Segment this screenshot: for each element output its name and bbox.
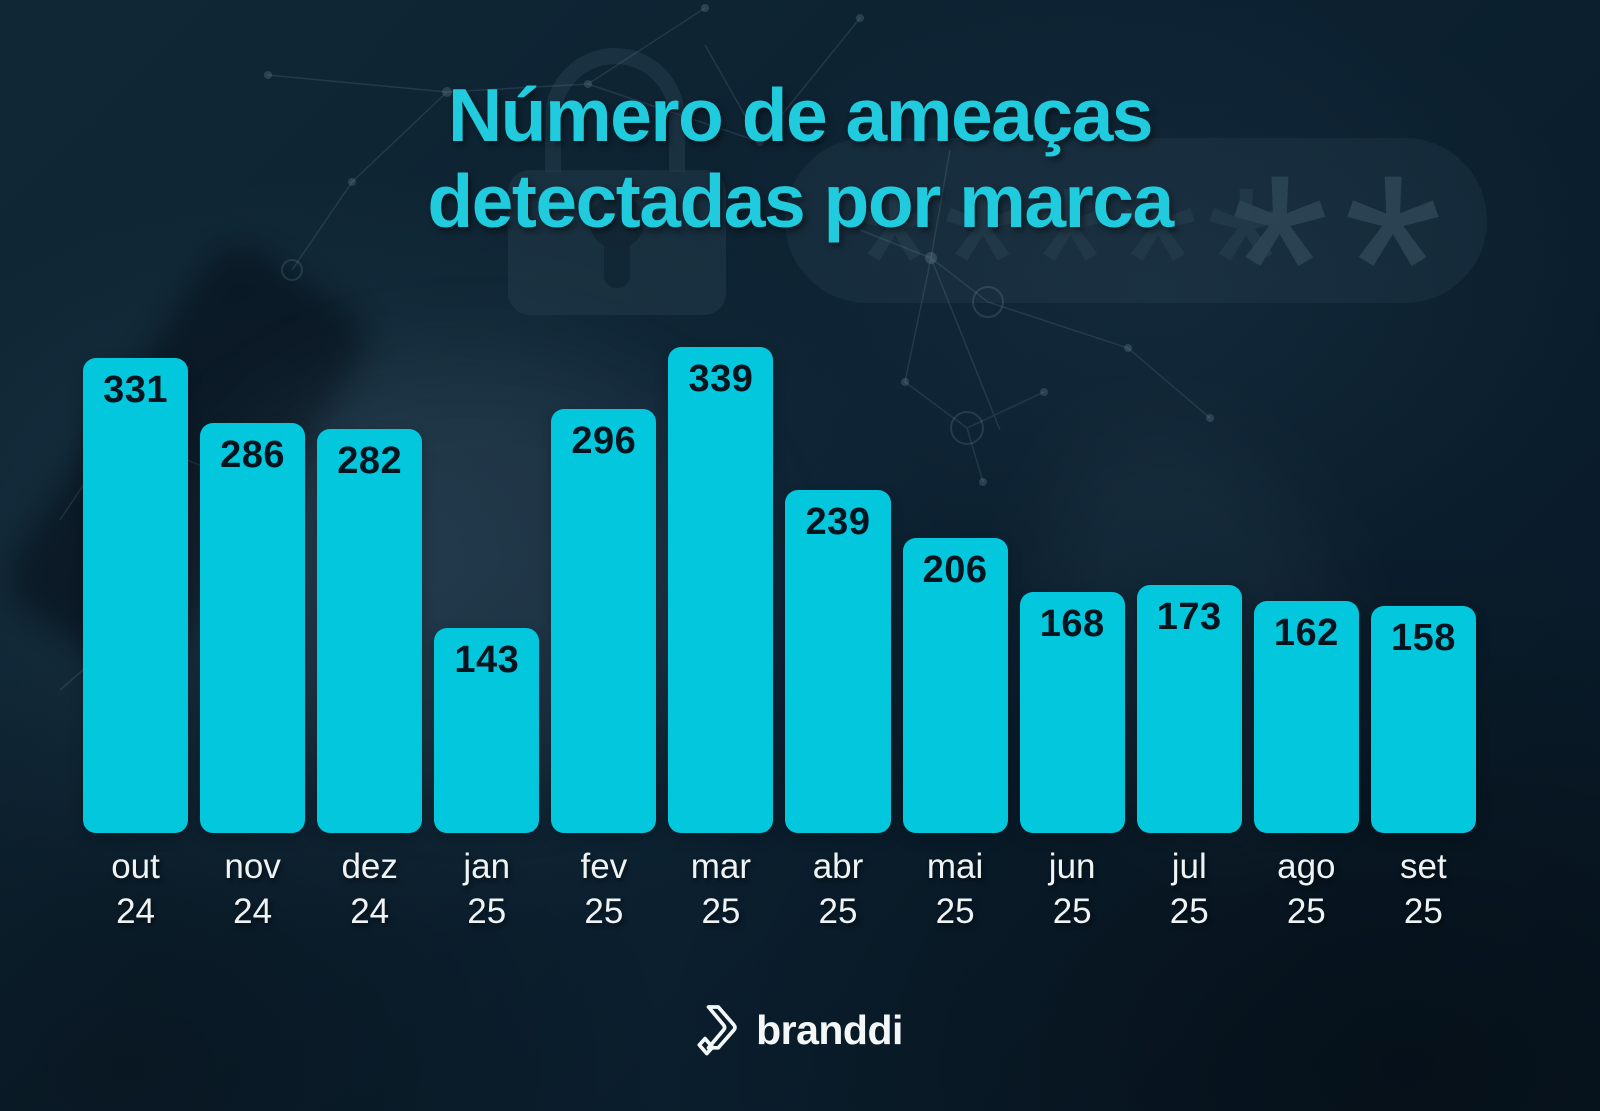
password-field-pill [785, 138, 1487, 303]
bar-value-label: 296 [571, 420, 637, 462]
x-axis-label: abr 25 [785, 845, 890, 935]
x-label-year: 24 [350, 891, 390, 931]
x-label-year: 25 [1403, 891, 1443, 931]
x-label-month: fev [580, 847, 628, 886]
bar-value-label: 162 [1273, 612, 1339, 654]
bar: 158 [1370, 606, 1476, 833]
page-title-line1: Número de ameaças [447, 73, 1154, 157]
bar-column: 143 jan 25 [434, 628, 540, 935]
bar-column: 339 mar 25 [668, 347, 774, 935]
bar-column: 296 fev 25 [551, 409, 657, 935]
x-axis-label: fev 25 [551, 845, 656, 935]
bar-value-label: 239 [805, 501, 871, 543]
x-label-month: dez [341, 847, 398, 886]
x-label-month: mar [690, 847, 752, 886]
x-label-year: 25 [1052, 891, 1092, 931]
bar-column: 173 jul 25 [1136, 585, 1242, 935]
x-label-year: 24 [116, 891, 155, 931]
bar-value-label: 168 [1039, 603, 1105, 645]
bar-column: 162 ago 25 [1253, 601, 1359, 935]
password-asterisks-small: ***** [855, 145, 1294, 374]
x-axis-label: dez 24 [317, 845, 422, 935]
bar-value-label: 173 [1156, 596, 1222, 638]
bar: 173 [1136, 585, 1242, 833]
x-label-month: ago [1277, 847, 1336, 886]
x-label-month: mai [926, 847, 984, 886]
padlock-icon [508, 48, 726, 315]
x-label-month: set [1400, 847, 1447, 886]
x-label-month: out [111, 847, 160, 886]
x-axis-label: jan 25 [434, 845, 539, 935]
bar: 282 [317, 429, 423, 833]
x-label-month: nov [224, 847, 281, 886]
bar-column: 286 nov 24 [200, 423, 306, 935]
x-label-month: jul [1171, 847, 1207, 886]
page-title: Número de ameaças detectadas por marca [0, 72, 1600, 245]
x-axis-label: out 24 [83, 845, 188, 935]
bar: 296 [551, 409, 657, 833]
bar: 143 [434, 628, 540, 833]
network-nodes [264, 4, 1214, 486]
bar-value-label: 282 [337, 440, 403, 482]
bar-value-label: 158 [1390, 617, 1456, 659]
bar-value-label: 206 [922, 549, 988, 591]
bar: 239 [785, 490, 891, 833]
x-axis-label: jun 25 [1020, 845, 1125, 935]
bar: 339 [668, 347, 774, 833]
bar-column: 206 mai 25 [902, 538, 1008, 935]
bar-chart: 331 out 24 286 nov 24 282 dez 24 143 jan… [83, 347, 1476, 935]
bar: 331 [83, 358, 189, 833]
page-title-line2: detectadas por marca [427, 159, 1174, 244]
bar-value-label: 286 [220, 434, 286, 476]
x-label-year: 25 [467, 891, 507, 931]
bar-column: 158 set 25 [1370, 606, 1476, 935]
bar: 162 [1253, 601, 1359, 833]
branddi-logo: branddi [0, 1002, 1600, 1058]
x-axis-label: ago 25 [1254, 845, 1359, 935]
x-label-year: 25 [935, 891, 975, 931]
bar-column: 331 out 24 [83, 358, 189, 935]
bar-column: 168 jun 25 [1019, 592, 1125, 935]
x-label-year: 25 [1286, 891, 1326, 931]
x-label-month: abr [812, 847, 864, 886]
password-asterisks-large: ** [1230, 122, 1456, 407]
x-label-year: 25 [1169, 891, 1209, 931]
bar: 206 [902, 538, 1008, 833]
x-axis-label: set 25 [1371, 845, 1476, 935]
bar-value-label: 143 [454, 639, 520, 681]
bar-column: 282 dez 24 [317, 429, 423, 935]
branddi-chevron-icon [697, 1005, 737, 1056]
x-label-year: 25 [584, 891, 624, 931]
bar-value-label: 339 [688, 358, 754, 400]
x-label-month: jun [1048, 847, 1096, 886]
x-axis-label: jul 25 [1137, 845, 1242, 935]
x-label-month: jan [463, 847, 511, 886]
bar: 168 [1019, 592, 1125, 833]
x-label-year: 24 [233, 891, 273, 931]
brand-name: branddi [756, 1006, 903, 1053]
x-axis-label: mar 25 [668, 845, 773, 935]
x-axis-label: nov 24 [200, 845, 305, 935]
bar-value-label: 331 [103, 369, 168, 411]
bar-column: 239 abr 25 [785, 490, 891, 935]
x-axis-label: mai 25 [903, 845, 1008, 935]
x-label-year: 25 [818, 891, 858, 931]
bar: 286 [200, 423, 306, 833]
x-label-year: 25 [701, 891, 741, 931]
